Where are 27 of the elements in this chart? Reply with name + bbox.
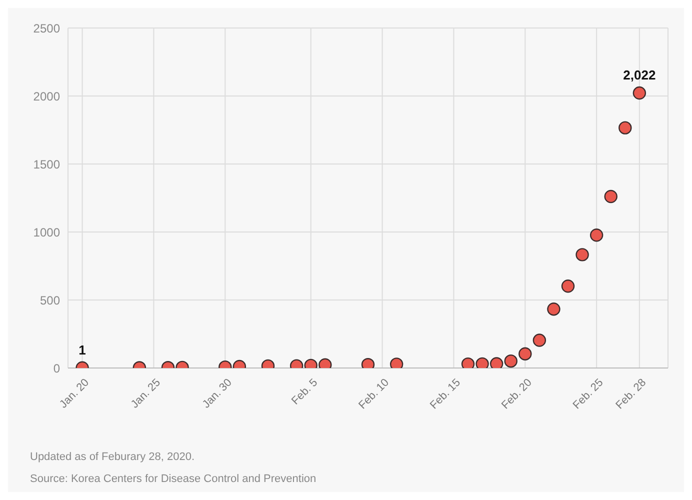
x-tick-label: Feb. 5 xyxy=(290,376,320,408)
point xyxy=(604,190,618,204)
point xyxy=(476,357,489,368)
y-tick-label: 500 xyxy=(40,293,60,308)
data-label: 1 xyxy=(78,342,86,358)
point xyxy=(618,121,632,134)
point xyxy=(632,86,646,100)
x-tick-label: Jan. 30 xyxy=(200,376,234,411)
x-tick-label: Feb. 20 xyxy=(499,376,534,412)
x-tick-label: Feb. 25 xyxy=(570,376,606,412)
point xyxy=(576,248,589,262)
point xyxy=(561,280,575,293)
data-label: 2,022 xyxy=(623,67,656,82)
point xyxy=(490,357,504,368)
x-tick-label: Feb. 15 xyxy=(428,376,463,412)
y-tick-label: 1500 xyxy=(33,157,60,172)
y-tick-label: 1000 xyxy=(33,225,60,240)
x-tick-label: Jan. 20 xyxy=(57,376,92,411)
x-tick-label: Jan. 25 xyxy=(128,376,163,411)
x-tick-label: Feb. 28 xyxy=(614,376,649,412)
y-tick-label: 2500 xyxy=(33,21,60,36)
source-note: Source: Korea Centers for Disease Control and Prevention xyxy=(30,472,316,487)
y-tick-label: 2000 xyxy=(33,89,60,104)
point xyxy=(590,228,604,242)
text: Updated as of Feburary 28, 2020. xyxy=(30,450,196,465)
x-tick-label: Feb. 10 xyxy=(356,376,392,412)
y-tick-label: 0 xyxy=(53,361,60,376)
